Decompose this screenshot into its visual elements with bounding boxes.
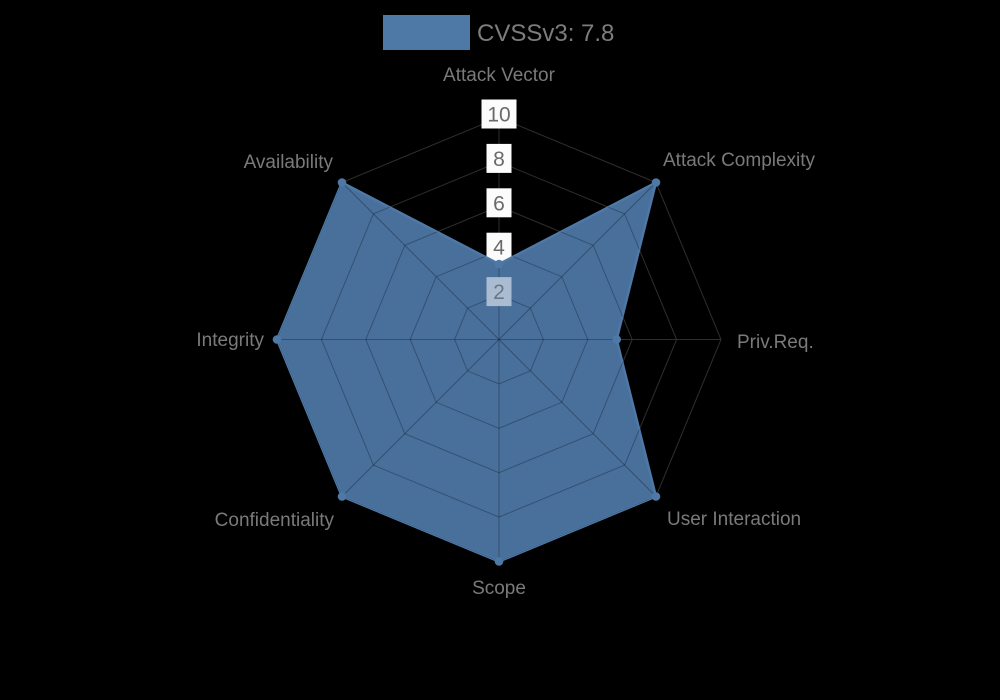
tick-value-2: 2 (493, 281, 505, 304)
axis-spoke-5-inner (341, 339, 500, 497)
vertex-dot-4 (494, 557, 504, 566)
axis-label-scope: Scope (472, 578, 526, 599)
grid-ring-6-inner (365, 205, 633, 474)
tick-value-4: 4 (493, 237, 505, 260)
axis-label-confidentiality: Confidentiality (215, 510, 335, 531)
grid-ring-2-inner (454, 294, 544, 385)
axis-label-priv-req-: Priv.Req. (737, 332, 814, 353)
grid-ring-10-inner (277, 182, 656, 562)
axis-labels-layer: Attack Vector Attack Complexity Priv.Req. U… (196, 65, 815, 599)
tick-backdrop-6 (486, 188, 512, 218)
tick-backdrop-2 (486, 277, 512, 307)
vertex-dot-0 (494, 259, 504, 269)
legend-swatch[interactable] (383, 15, 470, 50)
tick-backdrop-10 (481, 99, 517, 129)
tick-backdrop-8 (486, 143, 512, 173)
axis-spoke-1-inner (498, 182, 656, 340)
vertex-dot-1 (651, 178, 661, 187)
tick-values-layer: 10 8 6 4 2 (487, 104, 510, 305)
tick-backdrop-4 (486, 232, 512, 262)
axis-label-availability: Availability (244, 152, 334, 173)
legend[interactable]: CVSSv3: 7.8 (383, 15, 614, 50)
vertex-dots-layer (272, 178, 661, 566)
tick-value-10: 10 (487, 104, 510, 127)
axis-spoke-7-inner (341, 182, 500, 340)
tick-value-6: 6 (493, 192, 505, 215)
tick-backdrops (481, 99, 517, 262)
axis-label-attack-vector: Attack Vector (443, 65, 556, 86)
tick-value-8: 8 (493, 148, 505, 171)
vertex-dot-7 (337, 178, 347, 187)
axis-spoke-3-inner (498, 339, 656, 497)
legend-label[interactable]: CVSSv3: 7.8 (477, 20, 614, 47)
vertex-dot-6 (272, 335, 282, 344)
vertex-dot-2 (612, 335, 621, 344)
tick-backdrop-inner-layer (486, 277, 512, 307)
vertex-dot-3 (651, 492, 661, 501)
axis-label-integrity: Integrity (196, 330, 264, 351)
vertex-dot-5 (337, 492, 347, 501)
axis-label-attack-complexity: Attack Complexity (663, 150, 816, 171)
axis-label-user-interaction: User Interaction (667, 509, 801, 530)
grid-ring-4-inner (409, 250, 589, 429)
